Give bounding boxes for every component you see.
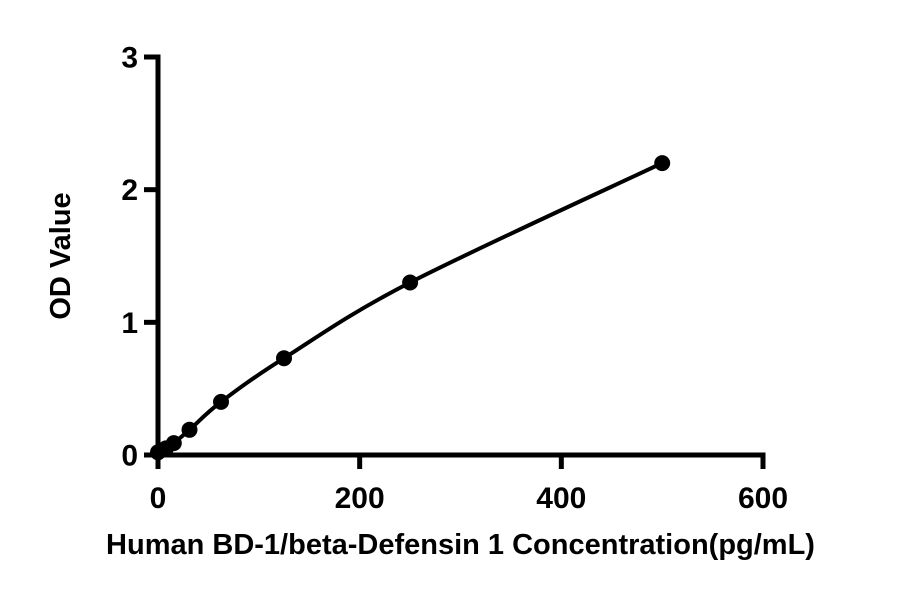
x-axis-title: Human BD-1/beta-Defensin 1 Concentration…	[106, 529, 815, 561]
data-point	[165, 435, 182, 452]
data-point	[181, 421, 198, 438]
x-tick-label: 600	[738, 482, 788, 515]
y-axis-title: OD Value	[45, 192, 77, 319]
y-tick-label: 0	[121, 440, 138, 473]
fit-curve	[156, 161, 665, 455]
y-tick-label: 1	[121, 307, 138, 340]
x-tick-label: 200	[335, 482, 385, 515]
data-point	[654, 155, 671, 172]
data-point	[402, 274, 419, 291]
data-point	[213, 393, 229, 410]
x-tick-label: 0	[150, 482, 167, 515]
x-tick-label: 400	[536, 482, 586, 515]
data-point	[276, 350, 292, 367]
y-tick-label: 2	[121, 174, 138, 207]
y-tick-label: 3	[121, 42, 138, 75]
